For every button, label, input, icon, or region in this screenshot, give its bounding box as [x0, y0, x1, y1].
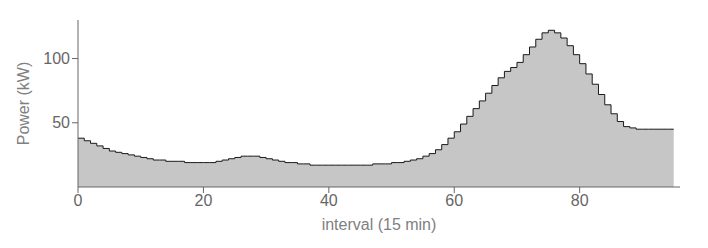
svg-text:50: 50: [52, 114, 70, 131]
svg-text:40: 40: [320, 192, 338, 209]
svg-text:0: 0: [74, 192, 83, 209]
svg-text:Power (kW): Power (kW): [15, 62, 32, 146]
svg-text:interval (15 min): interval (15 min): [322, 216, 437, 233]
svg-text:100: 100: [43, 50, 70, 67]
svg-text:20: 20: [195, 192, 213, 209]
svg-text:60: 60: [445, 192, 463, 209]
svg-text:80: 80: [571, 192, 589, 209]
